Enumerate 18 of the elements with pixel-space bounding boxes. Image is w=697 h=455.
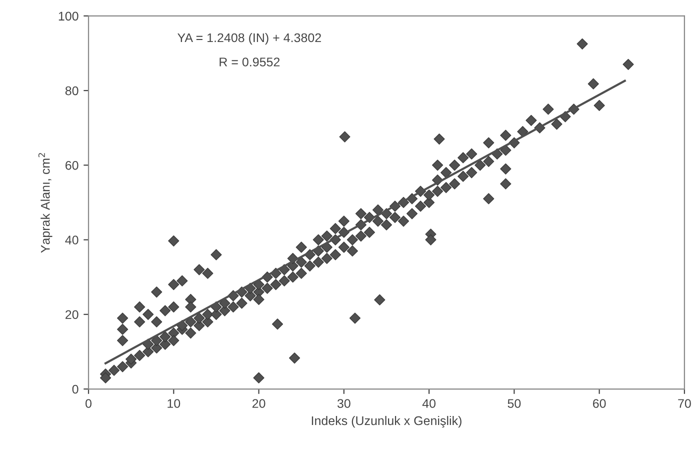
x-tick-label: 20 (252, 399, 266, 408)
y-tick-label: 80 (65, 86, 78, 96)
x-tick-label: 40 (422, 399, 436, 408)
x-tick-label: 60 (593, 399, 606, 408)
annotation: YA = 1.2408 (IN) + 4.3802 (178, 32, 321, 45)
y-tick-label: 0 (72, 384, 78, 394)
x-tick-label: 70 (678, 399, 691, 408)
x-tick-label: 50 (508, 399, 521, 408)
x-tick-label: 10 (168, 399, 180, 408)
y-tick-label: 20 (66, 310, 78, 320)
annotation: R = 0.9552 (220, 58, 280, 66)
x-tick-label: 0 (86, 399, 92, 408)
x-tick-label: 30 (337, 399, 350, 408)
y-tick-label: 100 (58, 12, 78, 21)
y-tick-label: 60 (66, 160, 78, 170)
x-axis-title: Indeks (Uzunluk x Genişlik) (312, 416, 462, 428)
y-tick-label: 40 (65, 236, 78, 244)
y-axis-title: Yaprak Alanı, cm$^{2}$ (38, 153, 52, 253)
